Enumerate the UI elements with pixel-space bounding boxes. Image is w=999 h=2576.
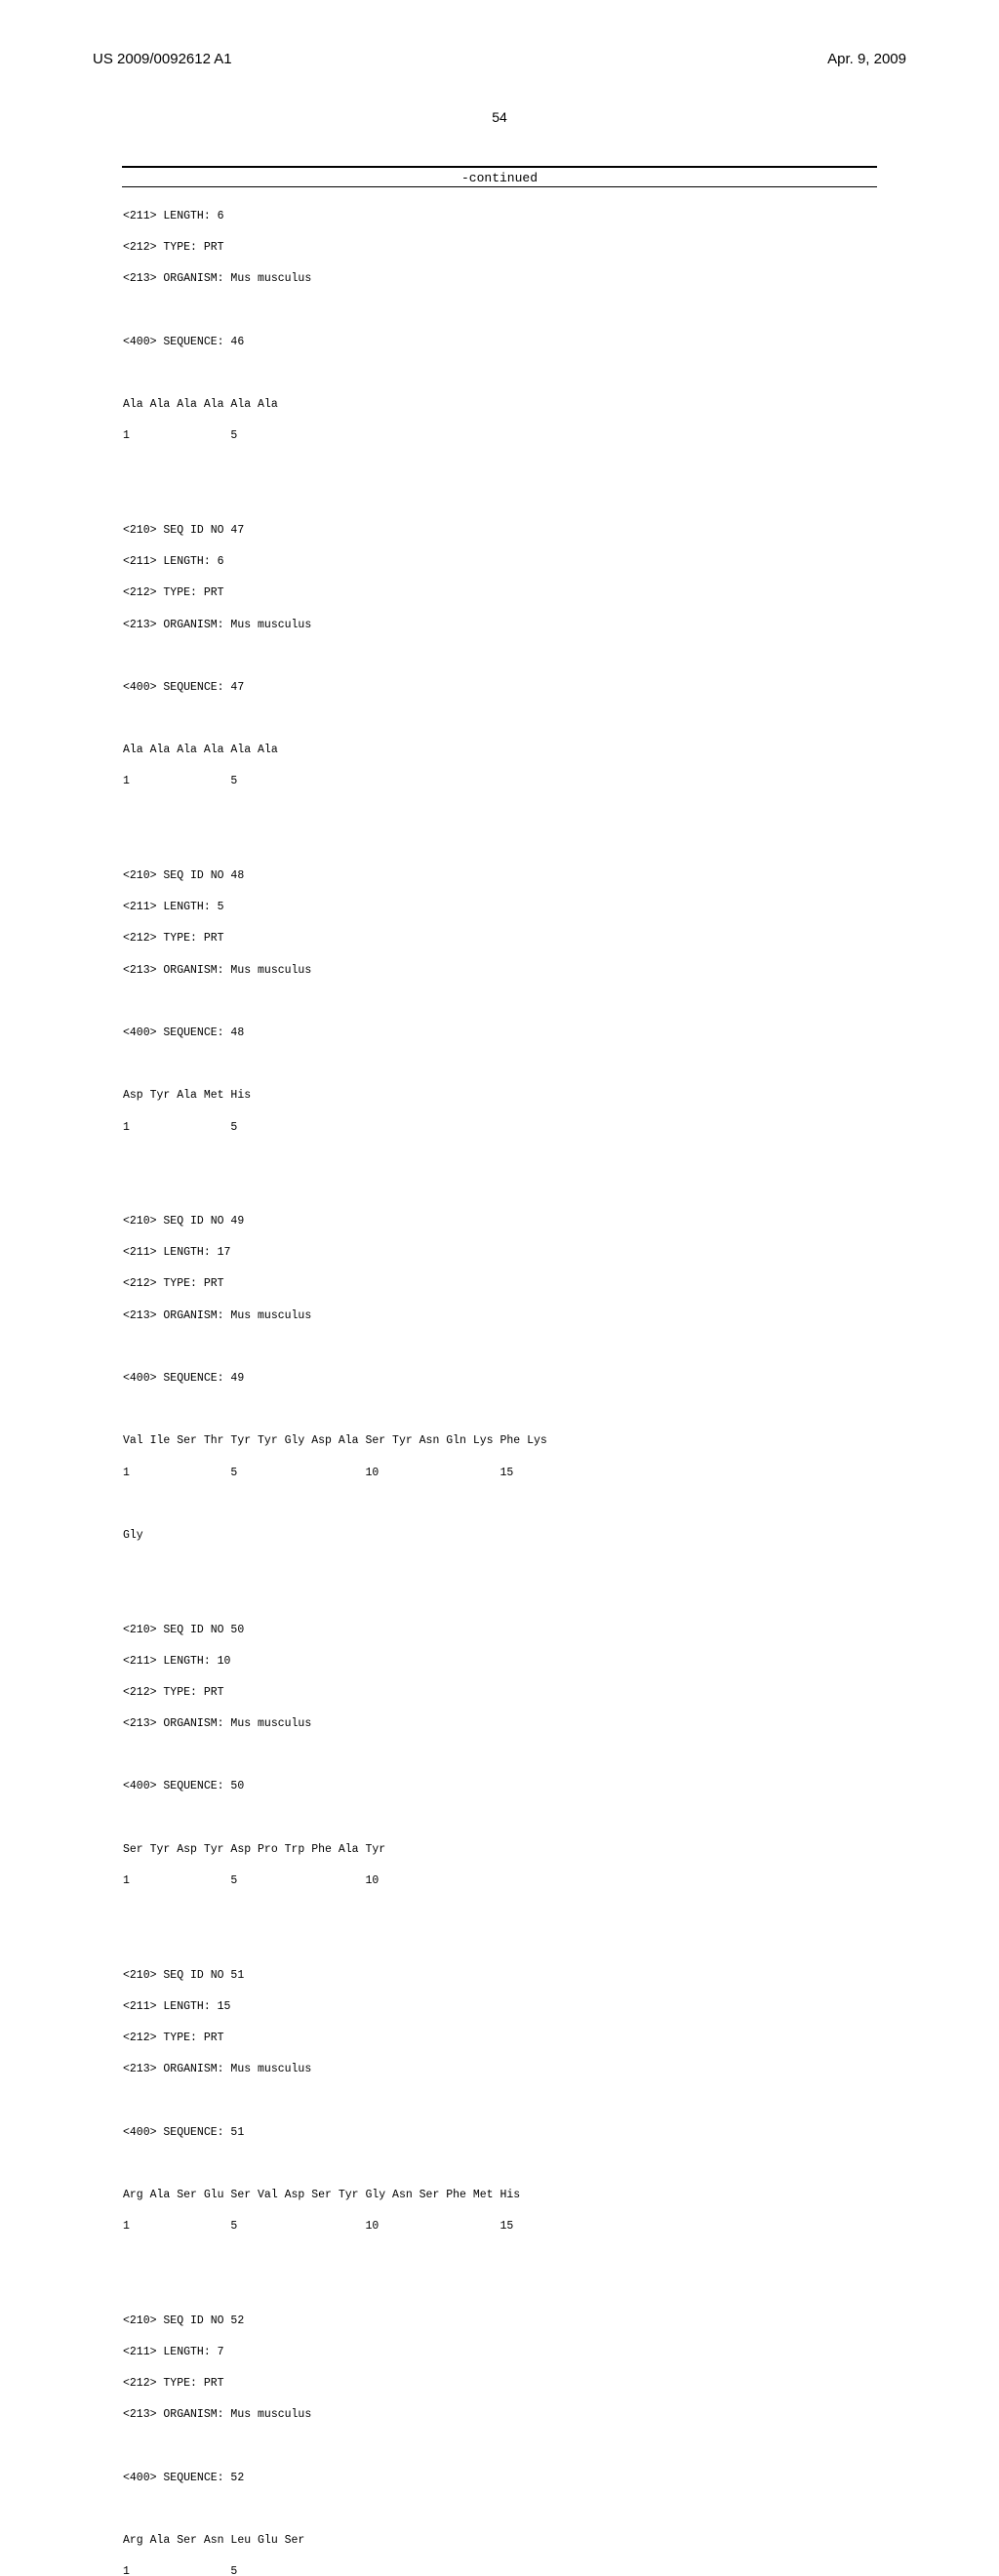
- seq-line: <213> ORGANISM: Mus musculus: [123, 271, 877, 287]
- seq-line: 1 5: [123, 774, 877, 789]
- seq-line: <212> TYPE: PRT: [123, 585, 877, 601]
- seq-line: Asp Tyr Ala Met His: [123, 1088, 877, 1104]
- page-number: 54: [492, 109, 507, 125]
- publication-number: US 2009/0092612 A1: [93, 51, 232, 67]
- seq-line: <210> SEQ ID NO 50: [123, 1623, 877, 1638]
- seq-line: <211> LENGTH: 6: [123, 554, 877, 570]
- seq-line: <400> SEQUENCE: 47: [123, 680, 877, 696]
- seq-line: <211> LENGTH: 17: [123, 1245, 877, 1261]
- seq-line: <400> SEQUENCE: 46: [123, 335, 877, 350]
- seq-line: <211> LENGTH: 10: [123, 1654, 877, 1670]
- seq-line: <213> ORGANISM: Mus musculus: [123, 2062, 877, 2077]
- seq-line: <211> LENGTH: 15: [123, 1999, 877, 2015]
- seq-line: 1 5 10: [123, 1873, 877, 1889]
- seq-line: <213> ORGANISM: Mus musculus: [123, 618, 877, 633]
- seq-line: Gly: [123, 1528, 877, 1544]
- seq-line: <211> LENGTH: 5: [123, 900, 877, 915]
- seq-line: <212> TYPE: PRT: [123, 1276, 877, 1292]
- seq-line: <210> SEQ ID NO 47: [123, 523, 877, 539]
- seq-line: <213> ORGANISM: Mus musculus: [123, 1716, 877, 1732]
- seq-line: Val Ile Ser Thr Tyr Tyr Gly Asp Ala Ser …: [123, 1433, 877, 1449]
- seq-line: <212> TYPE: PRT: [123, 240, 877, 256]
- seq-line: 1 5: [123, 2564, 877, 2576]
- seq-line: <210> SEQ ID NO 48: [123, 868, 877, 884]
- seq-line: Arg Ala Ser Asn Leu Glu Ser: [123, 2533, 877, 2549]
- seq-line: 1 5 10 15: [123, 2219, 877, 2234]
- seq-line: <400> SEQUENCE: 49: [123, 1371, 877, 1387]
- seq-line: <213> ORGANISM: Mus musculus: [123, 963, 877, 979]
- publication-date: Apr. 9, 2009: [827, 51, 906, 67]
- seq-line: <400> SEQUENCE: 50: [123, 1779, 877, 1794]
- seq-line: <210> SEQ ID NO 51: [123, 1968, 877, 1984]
- seq-line: <400> SEQUENCE: 52: [123, 2471, 877, 2486]
- seq-line: <211> LENGTH: 7: [123, 2345, 877, 2360]
- page-header: US 2009/0092612 A1 Apr. 9, 2009: [93, 51, 906, 67]
- seq-line: 1 5 10 15: [123, 1466, 877, 1481]
- seq-line: <212> TYPE: PRT: [123, 2031, 877, 2046]
- seq-line: Ser Tyr Asp Tyr Asp Pro Trp Phe Ala Tyr: [123, 1842, 877, 1858]
- divider-bottom: [122, 186, 877, 187]
- seq-line: 1 5: [123, 428, 877, 444]
- seq-line: Arg Ala Ser Glu Ser Val Asp Ser Tyr Gly …: [123, 2188, 877, 2203]
- seq-line: <400> SEQUENCE: 48: [123, 1026, 877, 1041]
- seq-line: Ala Ala Ala Ala Ala Ala: [123, 743, 877, 758]
- seq-line: 1 5: [123, 1120, 877, 1136]
- seq-line: <212> TYPE: PRT: [123, 1685, 877, 1701]
- seq-line: <211> LENGTH: 6: [123, 209, 877, 224]
- divider-top: [122, 166, 877, 168]
- seq-line: Ala Ala Ala Ala Ala Ala: [123, 397, 877, 413]
- seq-line: <212> TYPE: PRT: [123, 2376, 877, 2392]
- seq-line: <213> ORGANISM: Mus musculus: [123, 1308, 877, 1324]
- seq-line: <212> TYPE: PRT: [123, 931, 877, 946]
- seq-line: <210> SEQ ID NO 52: [123, 2314, 877, 2329]
- continued-label: -continued: [461, 171, 538, 185]
- seq-line: <400> SEQUENCE: 51: [123, 2125, 877, 2141]
- sequence-content: <211> LENGTH: 6 <212> TYPE: PRT <213> OR…: [123, 193, 877, 2576]
- seq-line: <210> SEQ ID NO 49: [123, 1214, 877, 1229]
- seq-line: <213> ORGANISM: Mus musculus: [123, 2407, 877, 2423]
